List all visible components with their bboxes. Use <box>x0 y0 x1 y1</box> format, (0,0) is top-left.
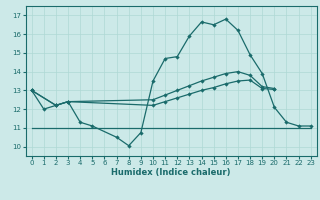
X-axis label: Humidex (Indice chaleur): Humidex (Indice chaleur) <box>111 168 231 177</box>
